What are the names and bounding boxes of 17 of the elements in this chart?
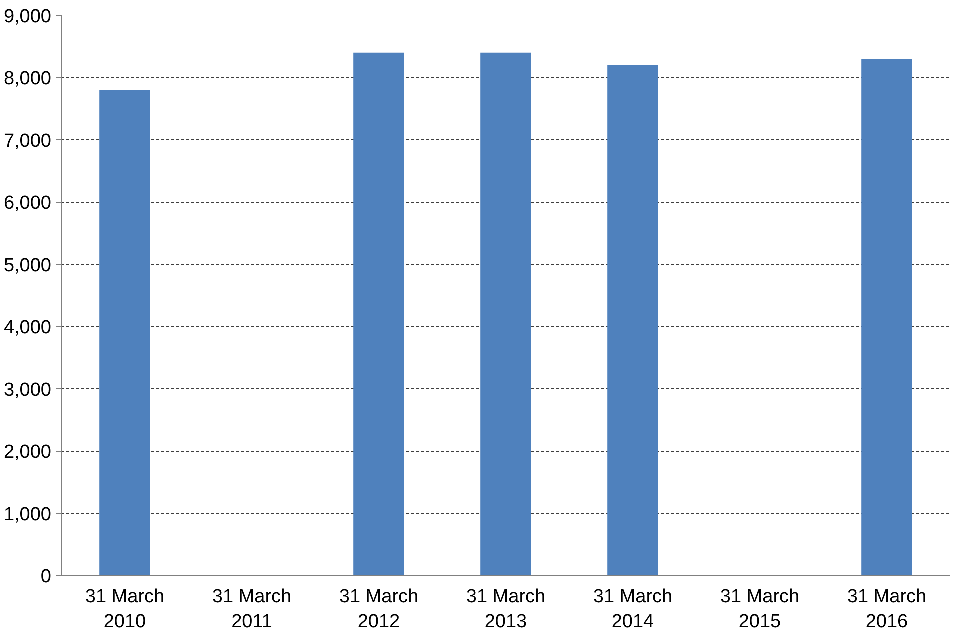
x-tick-label: 31 March 2015 [720,586,800,633]
x-tick-label: 31 March 2014 [593,586,673,633]
y-tick-label: 6,000 [4,193,52,214]
x-tick-label: 31 March 2016 [847,586,927,633]
x-tick-label: 31 March 2012 [339,586,419,633]
y-tick-label: 0 [40,566,52,588]
x-tick-label: 31 March 2011 [212,586,292,633]
y-tick-label: 5,000 [4,255,52,276]
y-tick-label: 7,000 [4,130,52,152]
y-tick-label: 4,000 [4,318,52,339]
x-tick-label: 31 March 2010 [85,586,165,633]
y-tick-label: 9,000 [4,6,52,28]
x-tick-label: 31 March 2013 [466,586,546,633]
y-tick-label: 1,000 [4,504,52,526]
y-tick-label: 3,000 [4,380,52,401]
y-tick-label: 8,000 [4,68,52,90]
y-tick-label: 2,000 [4,442,52,464]
